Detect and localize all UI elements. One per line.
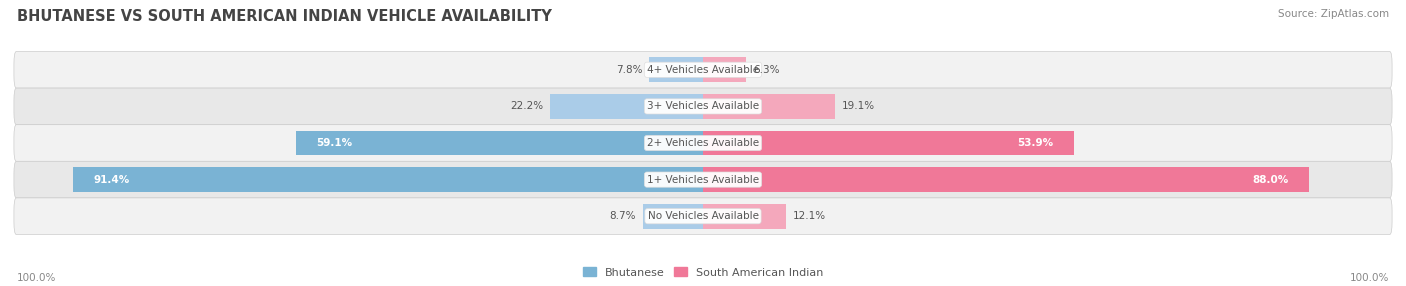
FancyBboxPatch shape <box>14 88 1392 125</box>
Text: 59.1%: 59.1% <box>316 138 353 148</box>
Bar <box>295 130 703 156</box>
Text: BHUTANESE VS SOUTH AMERICAN INDIAN VEHICLE AVAILABILITY: BHUTANESE VS SOUTH AMERICAN INDIAN VEHIC… <box>17 9 551 23</box>
Bar <box>73 167 703 192</box>
Text: Source: ZipAtlas.com: Source: ZipAtlas.com <box>1278 9 1389 19</box>
Text: 7.8%: 7.8% <box>616 65 643 75</box>
Text: 100.0%: 100.0% <box>1350 273 1389 283</box>
Bar <box>703 94 835 119</box>
Text: 1+ Vehicles Available: 1+ Vehicles Available <box>647 175 759 184</box>
Text: 91.4%: 91.4% <box>94 175 131 184</box>
Bar <box>643 204 703 229</box>
Text: 2+ Vehicles Available: 2+ Vehicles Available <box>647 138 759 148</box>
Text: No Vehicles Available: No Vehicles Available <box>648 211 758 221</box>
Text: 88.0%: 88.0% <box>1253 175 1289 184</box>
FancyBboxPatch shape <box>14 51 1392 88</box>
Bar <box>703 57 747 82</box>
FancyBboxPatch shape <box>14 161 1392 198</box>
Text: 6.3%: 6.3% <box>754 65 780 75</box>
FancyBboxPatch shape <box>14 125 1392 161</box>
Text: 100.0%: 100.0% <box>17 273 56 283</box>
Text: 19.1%: 19.1% <box>841 102 875 111</box>
Text: 22.2%: 22.2% <box>510 102 543 111</box>
Text: 53.9%: 53.9% <box>1018 138 1053 148</box>
Text: 12.1%: 12.1% <box>793 211 827 221</box>
Bar <box>703 204 786 229</box>
Bar <box>703 167 1309 192</box>
Legend: Bhutanese, South American Indian: Bhutanese, South American Indian <box>582 267 824 278</box>
Bar <box>550 94 703 119</box>
Text: 4+ Vehicles Available: 4+ Vehicles Available <box>647 65 759 75</box>
Text: 3+ Vehicles Available: 3+ Vehicles Available <box>647 102 759 111</box>
Text: 8.7%: 8.7% <box>610 211 636 221</box>
Bar <box>650 57 703 82</box>
FancyBboxPatch shape <box>14 198 1392 235</box>
Bar <box>703 130 1074 156</box>
